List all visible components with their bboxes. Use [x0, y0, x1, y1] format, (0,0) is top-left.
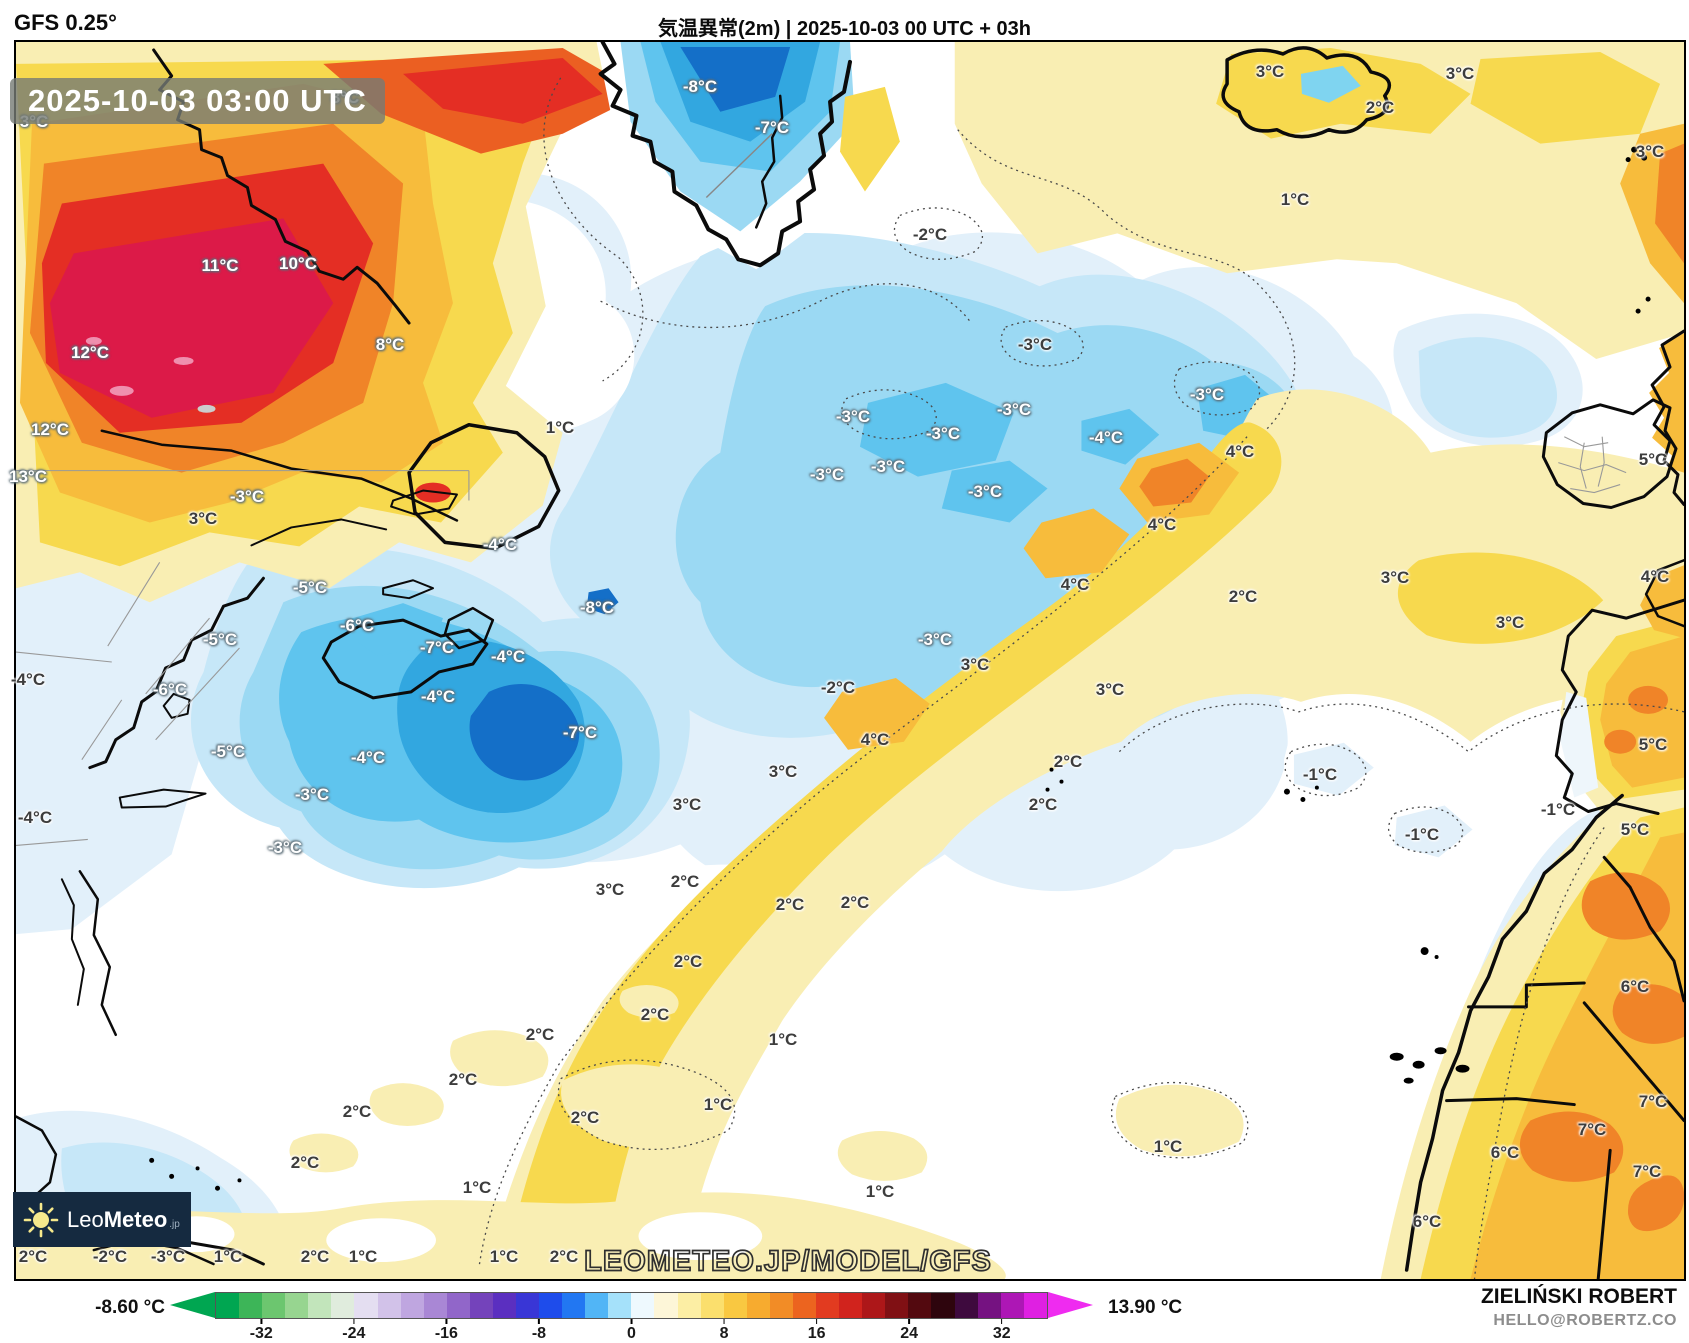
- colorbar-segment: [746, 1293, 770, 1318]
- colorbar-segment: [585, 1293, 609, 1318]
- colorbar-segment: [469, 1293, 493, 1318]
- colorbar-tick: -16: [435, 1319, 458, 1343]
- colorbar-segment: [839, 1293, 863, 1318]
- colorbar-tick: -32: [250, 1319, 273, 1343]
- colorbar-min-label: -8.60 °C: [95, 1297, 165, 1318]
- colorbar-segment: [308, 1293, 332, 1318]
- leometeo-logo: LeoMeteo .jp: [13, 1192, 191, 1247]
- colorbar-segment: [1023, 1293, 1047, 1318]
- colorbar-segment: [216, 1293, 240, 1318]
- timestamp-overlay: 2025-10-03 03:00 UTC: [10, 78, 385, 124]
- colorbar-max-label: 13.90 °C: [1108, 1297, 1183, 1318]
- colorbar-tick: -8: [532, 1319, 546, 1343]
- anomaly-map: [16, 42, 1684, 1279]
- colorbar-left-arrow: [170, 1292, 215, 1318]
- colorbar-segment: [908, 1293, 932, 1318]
- colorbar-segment: [792, 1293, 817, 1318]
- colorbar-tick: 0: [627, 1319, 636, 1343]
- colorbar-segment: [723, 1293, 747, 1318]
- colorbar-segment: [654, 1293, 678, 1318]
- colorbar-segment: [446, 1293, 470, 1318]
- sun-icon: [23, 1202, 59, 1237]
- colorbar-segment: [492, 1293, 517, 1318]
- colorbar-segment: [285, 1293, 309, 1318]
- colorbar-segment: [377, 1293, 401, 1318]
- colorbar-segment: [885, 1293, 909, 1318]
- colorbar-segment: [631, 1293, 655, 1318]
- colorbar-segment: [677, 1293, 701, 1318]
- colorbar-segment: [977, 1293, 1001, 1318]
- colorbar: [215, 1292, 1048, 1319]
- colorbar-tick: 16: [808, 1319, 826, 1343]
- colorbar-segment: [931, 1293, 955, 1318]
- colorbar-right-arrow: [1048, 1292, 1093, 1318]
- colorbar-tick: 8: [720, 1319, 729, 1343]
- colorbar-segment: [769, 1293, 793, 1318]
- model-name: GFS 0.25°: [14, 10, 117, 35]
- page-title: 気温異常(2m) | 2025-10-03 00 UTC + 03h: [658, 18, 1031, 40]
- colorbar-segment: [331, 1293, 355, 1318]
- colorbar-tick: 32: [993, 1319, 1011, 1343]
- colorbar-tick: 24: [900, 1319, 918, 1343]
- credit-name: ZIELIŃSKI ROBERT: [1480, 1285, 1677, 1308]
- watermark: LEOMETEO.JP/MODEL/GFS: [583, 1245, 992, 1279]
- colorbar-segment: [516, 1293, 540, 1318]
- colorbar-segment: [354, 1293, 378, 1318]
- colorbar-segment: [423, 1293, 447, 1318]
- colorbar-segment: [539, 1293, 563, 1318]
- colorbar-segment: [1000, 1293, 1024, 1318]
- colorbar-segment: [562, 1293, 586, 1318]
- colorbar-tick: -24: [342, 1319, 365, 1343]
- colorbar-segment: [239, 1293, 263, 1318]
- colorbar-segment: [700, 1293, 724, 1318]
- colorbar-segment: [262, 1293, 286, 1318]
- colorbar-segment: [816, 1293, 840, 1318]
- map-frame: [14, 40, 1686, 1281]
- colorbar-segment: [400, 1293, 424, 1318]
- colorbar-segment: [954, 1293, 978, 1318]
- logo-text: LeoMeteo .jp: [67, 1206, 180, 1232]
- colorbar-segment: [608, 1293, 632, 1318]
- credit-email: HELLO@ROBERTZ.CO: [1493, 1312, 1677, 1329]
- colorbar-ticks: -32 -24 -16 -8 0 8 16 24 32: [215, 1319, 1048, 1342]
- colorbar-segment: [862, 1293, 886, 1318]
